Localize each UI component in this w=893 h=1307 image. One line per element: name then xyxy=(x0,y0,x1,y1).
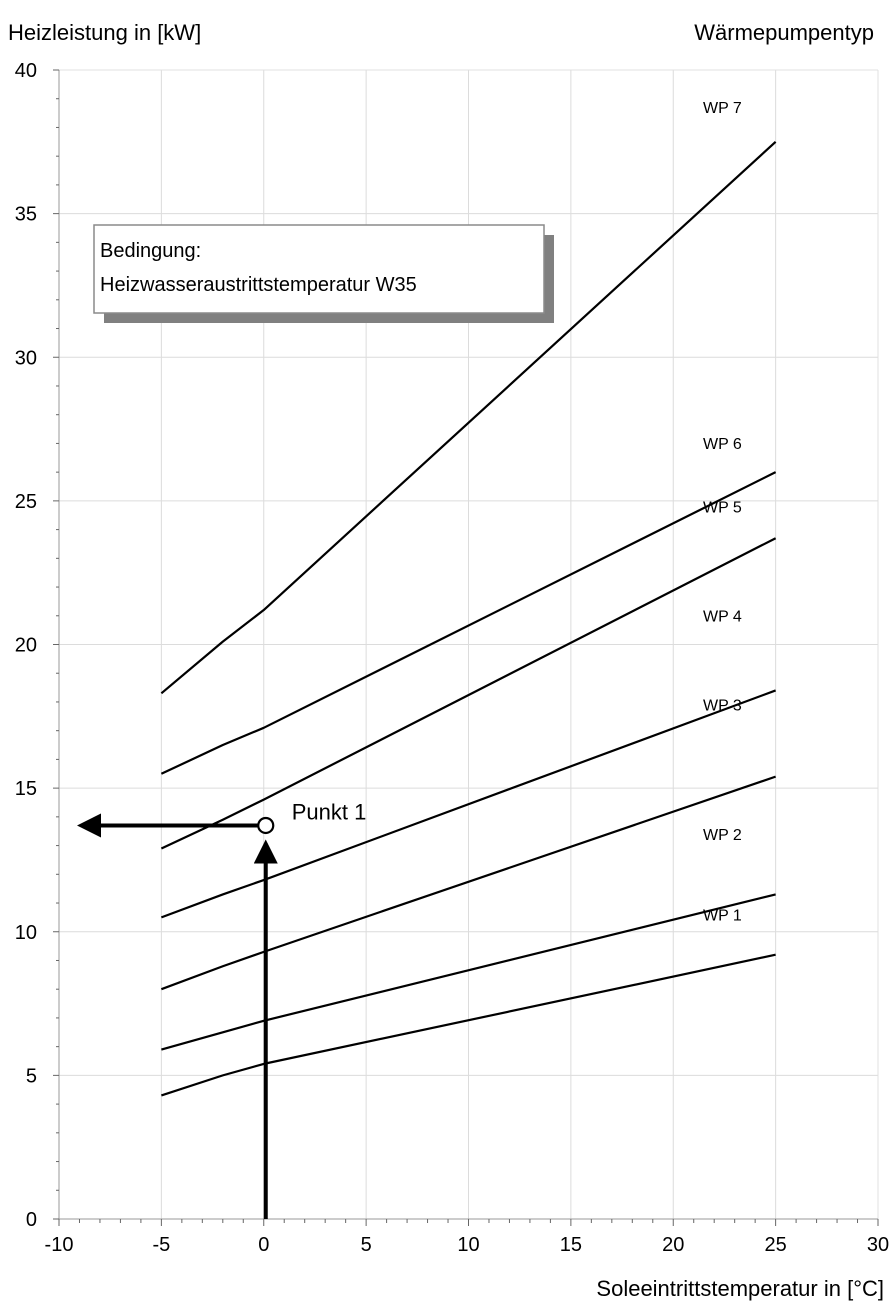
x-tick-label: 30 xyxy=(867,1234,889,1256)
series-label-wp6: WP 6 xyxy=(703,436,742,453)
x-tick-label: 15 xyxy=(560,1234,582,1256)
annotation-layer: Punkt 1 xyxy=(77,799,367,1219)
series-label-wp7: WP 7 xyxy=(703,100,742,117)
series-label-wp3: WP 3 xyxy=(703,698,742,715)
y-axis-title: Heizleistung in [kW] xyxy=(8,20,201,45)
y-tick-label: 30 xyxy=(15,347,37,369)
condition-box: Bedingung: Heizwasseraustrittstemperatur… xyxy=(93,224,554,323)
series-layer: WP 1 WP 2 WP 3 WP 4 WP 5 WP 6 WP 7 xyxy=(160,100,777,1097)
x-axis-title: Soleeintrittstemperatur in [°C] xyxy=(596,1276,884,1301)
series-label-wp4: WP 4 xyxy=(703,609,742,626)
y-tick-label: 25 xyxy=(15,491,37,513)
series-line-wp7 xyxy=(160,141,777,695)
y-tick-label: 10 xyxy=(15,922,37,944)
series-label-wp2: WP 2 xyxy=(703,827,742,844)
series-line-wp5 xyxy=(160,537,777,850)
series-line-wp4 xyxy=(160,689,777,919)
x-tick-label: -5 xyxy=(152,1234,170,1256)
y-tick-label: 15 xyxy=(15,778,37,800)
series-line-wp6 xyxy=(160,471,777,775)
x-tick-label: 10 xyxy=(457,1234,479,1256)
y-tick-label: 35 xyxy=(15,204,37,226)
x-tick-label: 20 xyxy=(662,1234,684,1256)
series-label-wp1: WP 1 xyxy=(703,907,742,924)
series-label-wp5: WP 5 xyxy=(703,499,742,516)
y-tick-label: 5 xyxy=(26,1065,37,1087)
x-tick-label: -10 xyxy=(45,1234,74,1256)
y-tick-label: 0 xyxy=(26,1209,37,1231)
axes: -10 -5 0 5 10 15 20 25 30 0 5 10 15 20 25 30 35 40 xyxy=(15,60,889,1256)
series-line-wp3 xyxy=(160,775,776,991)
y-tick-label: 40 xyxy=(15,60,37,82)
series-line-wp1 xyxy=(161,953,776,1097)
x-tick-label: 25 xyxy=(765,1234,787,1256)
condition-box-line2: Heizwasseraustrittstemperatur W35 xyxy=(100,274,417,296)
x-tick-label: 5 xyxy=(361,1234,372,1256)
y-tick-label: 20 xyxy=(15,635,37,657)
grid xyxy=(59,70,878,1219)
condition-box-line1: Bedingung: xyxy=(100,240,201,262)
x-tick-label: 0 xyxy=(258,1234,269,1256)
annotation-label: Punkt 1 xyxy=(292,799,367,824)
legend-title: Wärmepumpentyp xyxy=(694,20,874,45)
condition-box-frame xyxy=(93,224,545,314)
annotation-point-marker xyxy=(257,816,275,835)
series-line-wp2 xyxy=(161,893,776,1051)
